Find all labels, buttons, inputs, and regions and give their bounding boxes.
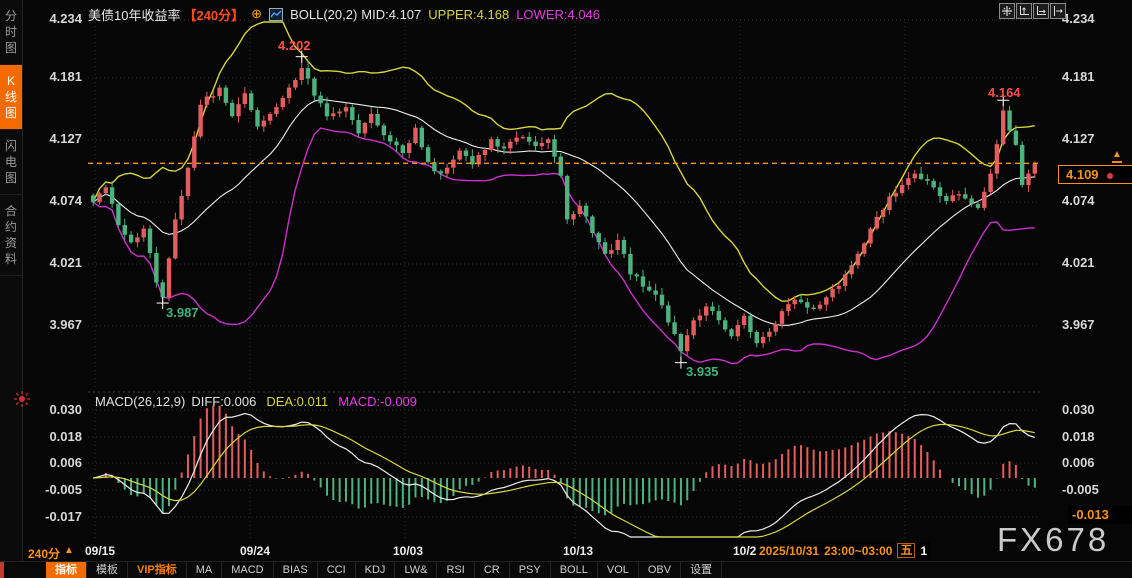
macd-axis-label: 0.006: [49, 455, 82, 470]
toolbar-item-ma[interactable]: MA: [187, 562, 223, 578]
y-axis-label: 4.234: [49, 11, 82, 26]
toolbar-item-template[interactable]: 模板: [87, 562, 128, 578]
macd-axis-label: -0.005: [45, 482, 82, 497]
y-axis-label: 4.074: [1062, 193, 1095, 208]
macd-header: MACD(26,12,9) DIFF:0.006 DEA:0.011 MACD:…: [95, 394, 417, 409]
boll-upper-value: UPPER:4.168: [428, 6, 510, 22]
sidebar-tab-contract-info[interactable]: 合约资料: [0, 195, 22, 276]
live-pulse-icon: [14, 391, 30, 407]
y-axis-label: 4.234: [1062, 11, 1095, 26]
alert-dot-icon: [1106, 173, 1113, 179]
toolbar-item-kdj[interactable]: KDJ: [356, 562, 396, 578]
crosshair-date-tooltip: 2025/10/31 23:00~03:00 五 1: [756, 542, 931, 559]
high-annotation: 4.202: [278, 38, 311, 53]
toolbar-item-boll[interactable]: BOLL: [551, 562, 598, 578]
symbol-title: 美债10年收益率: [88, 7, 181, 23]
boll-mid-value: MID:4.107: [361, 6, 422, 22]
y-axis-label: 4.021: [1062, 255, 1095, 270]
sidebar-tab-label: 分时图: [4, 9, 17, 55]
toolbar-item-cr[interactable]: CR: [475, 562, 510, 578]
toolbar-item-cci[interactable]: CCI: [318, 562, 356, 578]
macd-param-label: MACD(26,12,9): [95, 394, 186, 409]
y-axis-label: 4.021: [49, 255, 82, 270]
toolbar-item-indicator[interactable]: 指标: [46, 562, 87, 578]
toolbar-red-marker: [0, 562, 4, 578]
macd-axis-label: 0.030: [1062, 402, 1095, 417]
tooltip-weekday: 五: [897, 543, 916, 558]
high-annotation: 4.164: [988, 85, 1021, 100]
macd-axis-label: 0.018: [49, 429, 82, 444]
sidebar-tab-flash-chart[interactable]: 闪电图: [0, 130, 22, 195]
interval-tag: 【240分】: [183, 7, 245, 23]
boll-param-label: BOLL(20,2): [290, 6, 358, 22]
toolbar-item-vol[interactable]: VOL: [598, 562, 639, 578]
boll-lower-value: LOWER:4.046: [516, 6, 601, 22]
sidebar-tab-candle-chart[interactable]: K线图: [0, 65, 22, 130]
toolbar-item-psy[interactable]: PSY: [510, 562, 551, 578]
toolbar-item-vip-indicator[interactable]: VIP指标: [128, 562, 187, 578]
toolbar-item-rsi[interactable]: RSI: [437, 562, 475, 578]
low-annotation: 3.987: [166, 305, 199, 320]
macd-axis-label: -0.005: [1062, 482, 1099, 497]
low-annotation: 3.935: [686, 364, 719, 379]
compare-plus-icon[interactable]: ⊕: [251, 6, 263, 21]
macd-hist-value: MACD:-0.009: [338, 394, 418, 409]
macd-axis-label: 0.006: [1062, 455, 1095, 470]
x-axis-label: 09/24: [240, 544, 271, 558]
y-axis-label: 4.181: [1062, 69, 1095, 84]
price-pin-icon: ▲: [1112, 150, 1122, 163]
x-axis-label: 10/03: [393, 544, 424, 558]
tooltip-time: 23:00~03:00: [824, 543, 893, 558]
macd-axis-label: 0.018: [1062, 429, 1095, 444]
macd-dea-value: DEA:0.011: [266, 394, 329, 409]
x-axis-label: 10/22: [733, 544, 764, 558]
shift-right-icon[interactable]: [1050, 3, 1066, 19]
toolbar-item-lwr[interactable]: LW&: [395, 562, 438, 578]
y-axis-label: 4.074: [49, 193, 82, 208]
macd-axis-label: -0.017: [45, 509, 82, 524]
sidebar-tab-label: 合约资料: [4, 204, 17, 266]
y-axis-scale-icon[interactable]: [1016, 3, 1032, 19]
interval-label[interactable]: 240分: [28, 547, 61, 561]
fx678-watermark: FX678: [997, 521, 1110, 558]
tooltip-suffix: 1: [920, 543, 928, 558]
macd-axis-label: 0.030: [49, 402, 82, 417]
y-axis-label: 4.127: [49, 131, 82, 146]
toolbar-item-obv[interactable]: OBV: [639, 562, 682, 578]
y-axis-label: 4.127: [1062, 131, 1095, 146]
current-macd-tag: -0.013: [1068, 506, 1132, 524]
interval-up-arrow-icon[interactable]: ▲: [64, 545, 74, 556]
chart-header: 美债10年收益率 【240分】 ⊕ BOLL(20,2) MID:4.107 U…: [88, 5, 600, 23]
sidebar-tab-label: 闪电图: [4, 139, 17, 185]
indicator-chart-icon[interactable]: [269, 7, 284, 21]
current-price-tag: 4.109: [1058, 165, 1132, 184]
chart-type-sidebar: 分时图 K线图 闪电图 合约资料: [0, 0, 23, 561]
y-axis-label: 3.967: [49, 317, 82, 332]
y-axis-label: 3.967: [1062, 317, 1095, 332]
y-axis-label: 4.181: [49, 69, 82, 84]
sidebar-tab-label: K线图: [4, 74, 17, 120]
x-axis-label: 09/15: [85, 544, 116, 558]
current-price-value: 4.109: [1066, 167, 1099, 182]
x-axis-label: 10/13: [563, 544, 594, 558]
sidebar-tab-time-chart[interactable]: 分时图: [0, 0, 22, 65]
macd-diff-value: DIFF:0.006: [191, 394, 257, 409]
x-axis-scale-icon[interactable]: [1033, 3, 1049, 19]
toolbar-item-settings[interactable]: 设置: [681, 562, 723, 578]
tooltip-date: 2025/10/31: [759, 543, 820, 558]
indicator-toolbar: 指标 模板 VIP指标 MA MACD BIAS CCI KDJ LW& RSI…: [0, 561, 1132, 578]
toolbar-item-macd[interactable]: MACD: [222, 562, 274, 578]
pan-crosshair-icon[interactable]: [999, 3, 1015, 19]
toolbar-item-bias[interactable]: BIAS: [274, 562, 318, 578]
